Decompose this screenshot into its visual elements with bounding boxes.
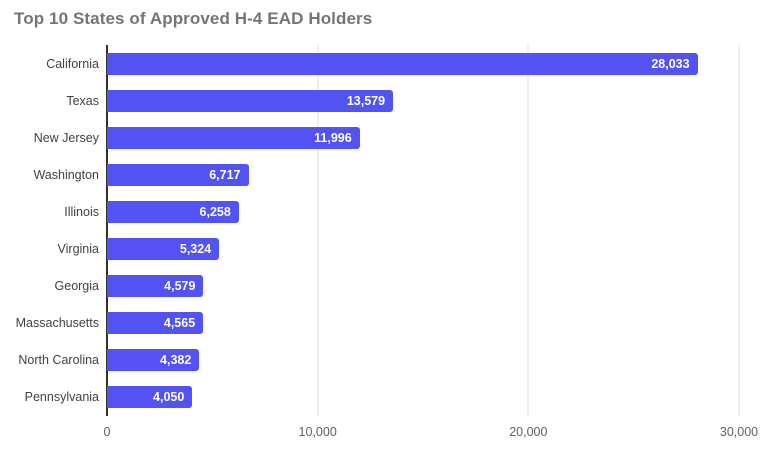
bar: 6,717 — [107, 163, 249, 186]
bar-value-label: 4,565 — [163, 316, 196, 331]
bar: 4,382 — [107, 349, 200, 372]
category-label: Texas — [66, 93, 99, 108]
bar-row: Illinois 6,258 — [0, 193, 739, 230]
bar-value-label: 11,996 — [314, 130, 352, 145]
bar: 11,996 — [107, 126, 360, 149]
category-label: Georgia — [54, 279, 99, 294]
category-label: Pennsylvania — [24, 390, 99, 405]
category-label: Washington — [33, 167, 99, 182]
bar: 28,033 — [107, 52, 698, 75]
x-tick-label: 20,000 — [509, 425, 548, 439]
y-axis-line — [106, 45, 108, 416]
bar: 6,258 — [107, 200, 239, 223]
bar-value-label: 5,324 — [179, 242, 212, 257]
bar-track: 6,717 — [107, 163, 739, 186]
bar-row: Georgia 4,579 — [0, 268, 739, 305]
plot-area: 0 10,000 20,000 30,000 — [104, 45, 758, 439]
bar-track: 6,258 — [107, 200, 739, 223]
category-label: California — [46, 56, 99, 71]
category-label: Virginia — [57, 242, 99, 257]
bar-row: Washington 6,717 — [0, 156, 739, 193]
bar-value-label: 13,579 — [346, 93, 386, 108]
category-label: Massachusetts — [15, 316, 99, 331]
bar-row: Texas 13,579 — [0, 82, 739, 119]
bar-track: 5,324 — [107, 238, 739, 261]
bar-track: 13,579 — [107, 89, 739, 112]
bar-row: California 28,033 — [0, 45, 739, 82]
x-tick-label: 10,000 — [298, 425, 337, 439]
bar-track: 4,050 — [107, 386, 739, 409]
bar: 4,050 — [107, 386, 193, 409]
chart-title: Top 10 States of Approved H-4 EAD Holder… — [14, 9, 373, 28]
category-label: North Carolina — [18, 353, 99, 368]
bar-track: 4,565 — [107, 312, 739, 335]
gridline — [738, 45, 740, 416]
bar-track: 4,579 — [107, 275, 739, 298]
bar-value-label: 4,050 — [153, 390, 185, 405]
bar-value-label: 6,717 — [209, 167, 241, 182]
bar-rows: California 28,033 Texas 13,579 New Jerse… — [0, 45, 739, 416]
bar-row: New Jersey 11,996 — [0, 119, 739, 156]
bar-row: Pennsylvania 4,050 — [0, 379, 739, 416]
bar-track: 4,382 — [107, 349, 739, 372]
bar-row: Massachusetts 4,565 — [0, 305, 739, 342]
bar: 13,579 — [107, 89, 394, 112]
bar-row: Virginia 5,324 — [0, 230, 739, 267]
x-tick-label: 0 — [103, 425, 111, 439]
bar-value-label: 4,579 — [164, 279, 196, 294]
bar: 4,579 — [107, 275, 204, 298]
bar: 4,565 — [107, 312, 204, 335]
bar-value-label: 4,382 — [160, 353, 192, 368]
gridline — [527, 45, 529, 416]
bar: 5,324 — [107, 238, 220, 261]
bar-track: 28,033 — [107, 52, 739, 75]
x-tick-label: 30,000 — [719, 425, 759, 439]
category-label: Illinois — [64, 204, 99, 219]
bar-value-label: 28,033 — [651, 56, 690, 71]
bar-row: North Carolina 4,382 — [0, 342, 739, 379]
gridline — [317, 45, 319, 416]
category-label: New Jersey — [33, 130, 99, 145]
bar-value-label: 6,258 — [199, 204, 231, 219]
bar-track: 11,996 — [107, 126, 739, 149]
